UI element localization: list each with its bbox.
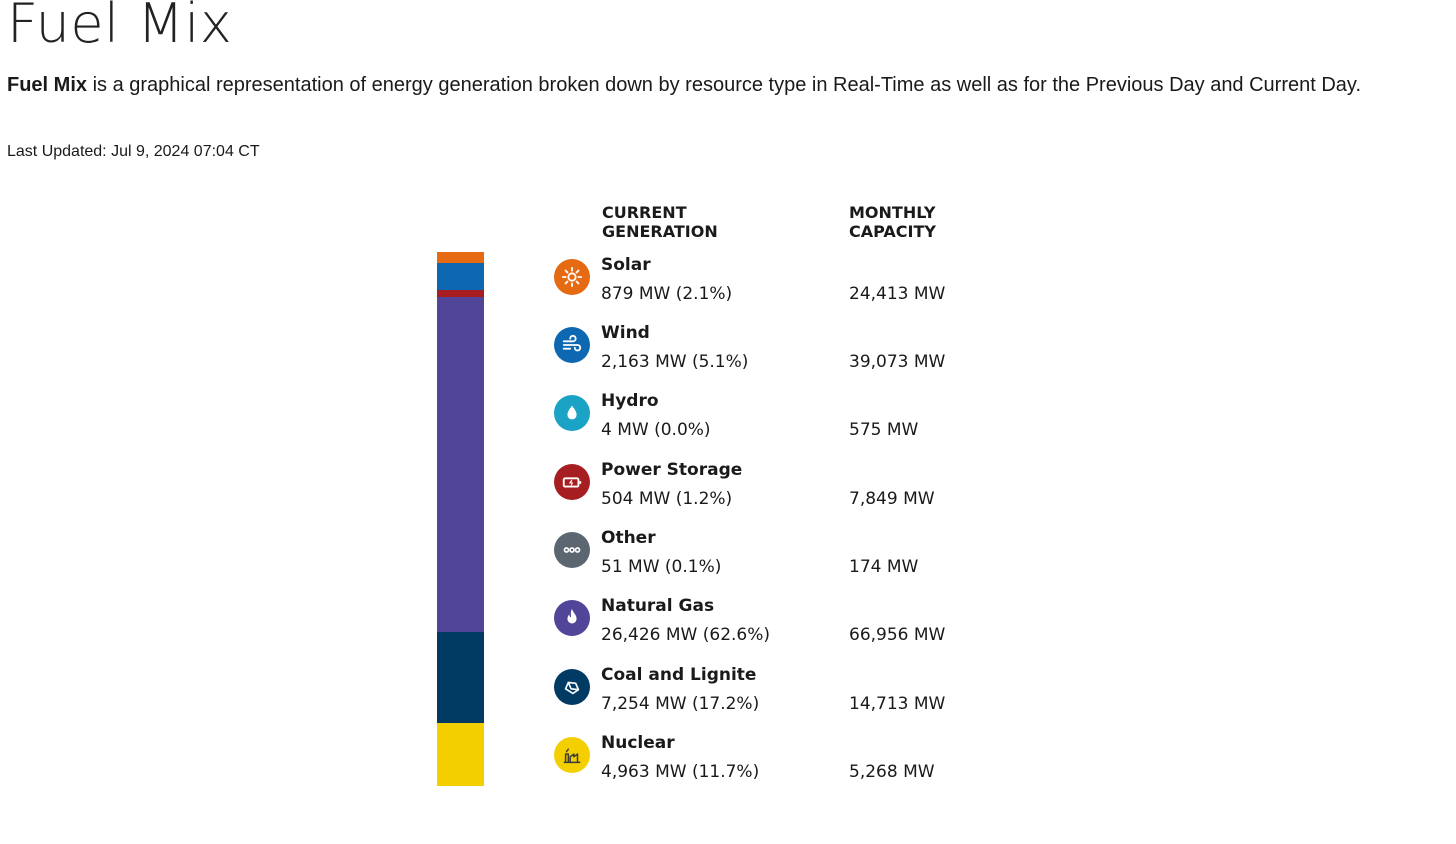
fuel-generation: 2,163 MW (5.1%) bbox=[601, 352, 749, 372]
fuel-capacity: 39,073 MW bbox=[849, 352, 946, 372]
intro-bold: Fuel Mix bbox=[7, 74, 88, 96]
fuel-name: Natural Gas bbox=[601, 596, 715, 616]
flame-icon bbox=[554, 600, 590, 636]
fuel-row-natural-gas: Natural Gas 26,426 MW (62.6%) 66,956 MW bbox=[554, 596, 974, 656]
monthly-capacity-header: MONTHLY CAPACITY bbox=[849, 203, 936, 241]
water-drop-icon bbox=[554, 395, 590, 431]
fuel-name: Power Storage bbox=[601, 460, 743, 480]
fuel-row-other: Other 51 MW (0.1%) 174 MW bbox=[554, 528, 974, 588]
fuel-generation: 26,426 MW (62.6%) bbox=[601, 625, 771, 645]
fuel-capacity: 14,713 MW bbox=[849, 694, 946, 714]
fuel-capacity: 5,268 MW bbox=[849, 762, 935, 782]
fuel-name: Wind bbox=[601, 323, 650, 343]
nuclear-plant-icon bbox=[554, 737, 590, 773]
fuel-capacity: 575 MW bbox=[849, 420, 919, 440]
bar-segment-solar bbox=[437, 252, 484, 264]
sun-icon bbox=[554, 259, 590, 295]
fuel-name: Solar bbox=[601, 255, 651, 275]
fuel-name: Coal and Lignite bbox=[601, 665, 757, 685]
fuel-mix-stacked-bar bbox=[437, 252, 484, 786]
fuel-name: Hydro bbox=[601, 391, 659, 411]
fuel-generation: 4,963 MW (11.7%) bbox=[601, 762, 760, 782]
current-generation-header: CURRENT GENERATION bbox=[602, 203, 718, 241]
fuel-generation: 7,254 MW (17.2%) bbox=[601, 694, 760, 714]
wind-icon bbox=[554, 327, 590, 363]
battery-icon bbox=[554, 464, 590, 500]
bar-segment-wind bbox=[437, 263, 484, 291]
fuel-name: Other bbox=[601, 528, 656, 548]
fuel-capacity: 174 MW bbox=[849, 557, 919, 577]
fuel-capacity: 66,956 MW bbox=[849, 625, 946, 645]
coal-rock-icon bbox=[554, 669, 590, 705]
fuel-generation: 51 MW (0.1%) bbox=[601, 557, 722, 577]
fuel-row-wind: Wind 2,163 MW (5.1%) 39,073 MW bbox=[554, 323, 974, 383]
fuel-row-power-storage: Power Storage 504 MW (1.2%) 7,849 MW bbox=[554, 460, 974, 520]
bar-segment-power-storage bbox=[437, 290, 484, 297]
fuel-row-hydro: Hydro 4 MW (0.0%) 575 MW bbox=[554, 391, 974, 451]
intro-text: is a graphical representation of energy … bbox=[87, 74, 1361, 96]
monthly-capacity-header-line1: MONTHLY bbox=[849, 203, 936, 222]
fuel-row-solar: Solar 879 MW (2.1%) 24,413 MW bbox=[554, 255, 974, 315]
last-updated: Last Updated: Jul 9, 2024 07:04 CT bbox=[7, 143, 260, 160]
fuel-row-coal-and-lignite: Coal and Lignite 7,254 MW (17.2%) 14,713… bbox=[554, 665, 974, 725]
fuel-capacity: 7,849 MW bbox=[849, 489, 935, 509]
fuel-generation: 879 MW (2.1%) bbox=[601, 284, 733, 304]
bar-segment-natural-gas bbox=[437, 297, 484, 632]
fuel-name: Nuclear bbox=[601, 733, 675, 753]
monthly-capacity-header-line2: CAPACITY bbox=[849, 222, 936, 241]
more-dots-icon bbox=[554, 532, 590, 568]
fuel-generation: 504 MW (1.2%) bbox=[601, 489, 733, 509]
bar-segment-nuclear bbox=[437, 723, 484, 786]
intro-paragraph: Fuel Mix is a graphical representation o… bbox=[7, 74, 1361, 97]
current-generation-header-line1: CURRENT bbox=[602, 203, 687, 222]
bar-segment-coal-and-lignite bbox=[437, 631, 484, 724]
page-title: Fuel Mix bbox=[7, 0, 233, 55]
fuel-generation: 4 MW (0.0%) bbox=[601, 420, 711, 440]
fuel-capacity: 24,413 MW bbox=[849, 284, 946, 304]
bar-segment-other bbox=[437, 296, 484, 298]
fuel-row-nuclear: Nuclear 4,963 MW (11.7%) 5,268 MW bbox=[554, 733, 974, 793]
current-generation-header-line2: GENERATION bbox=[602, 222, 718, 241]
